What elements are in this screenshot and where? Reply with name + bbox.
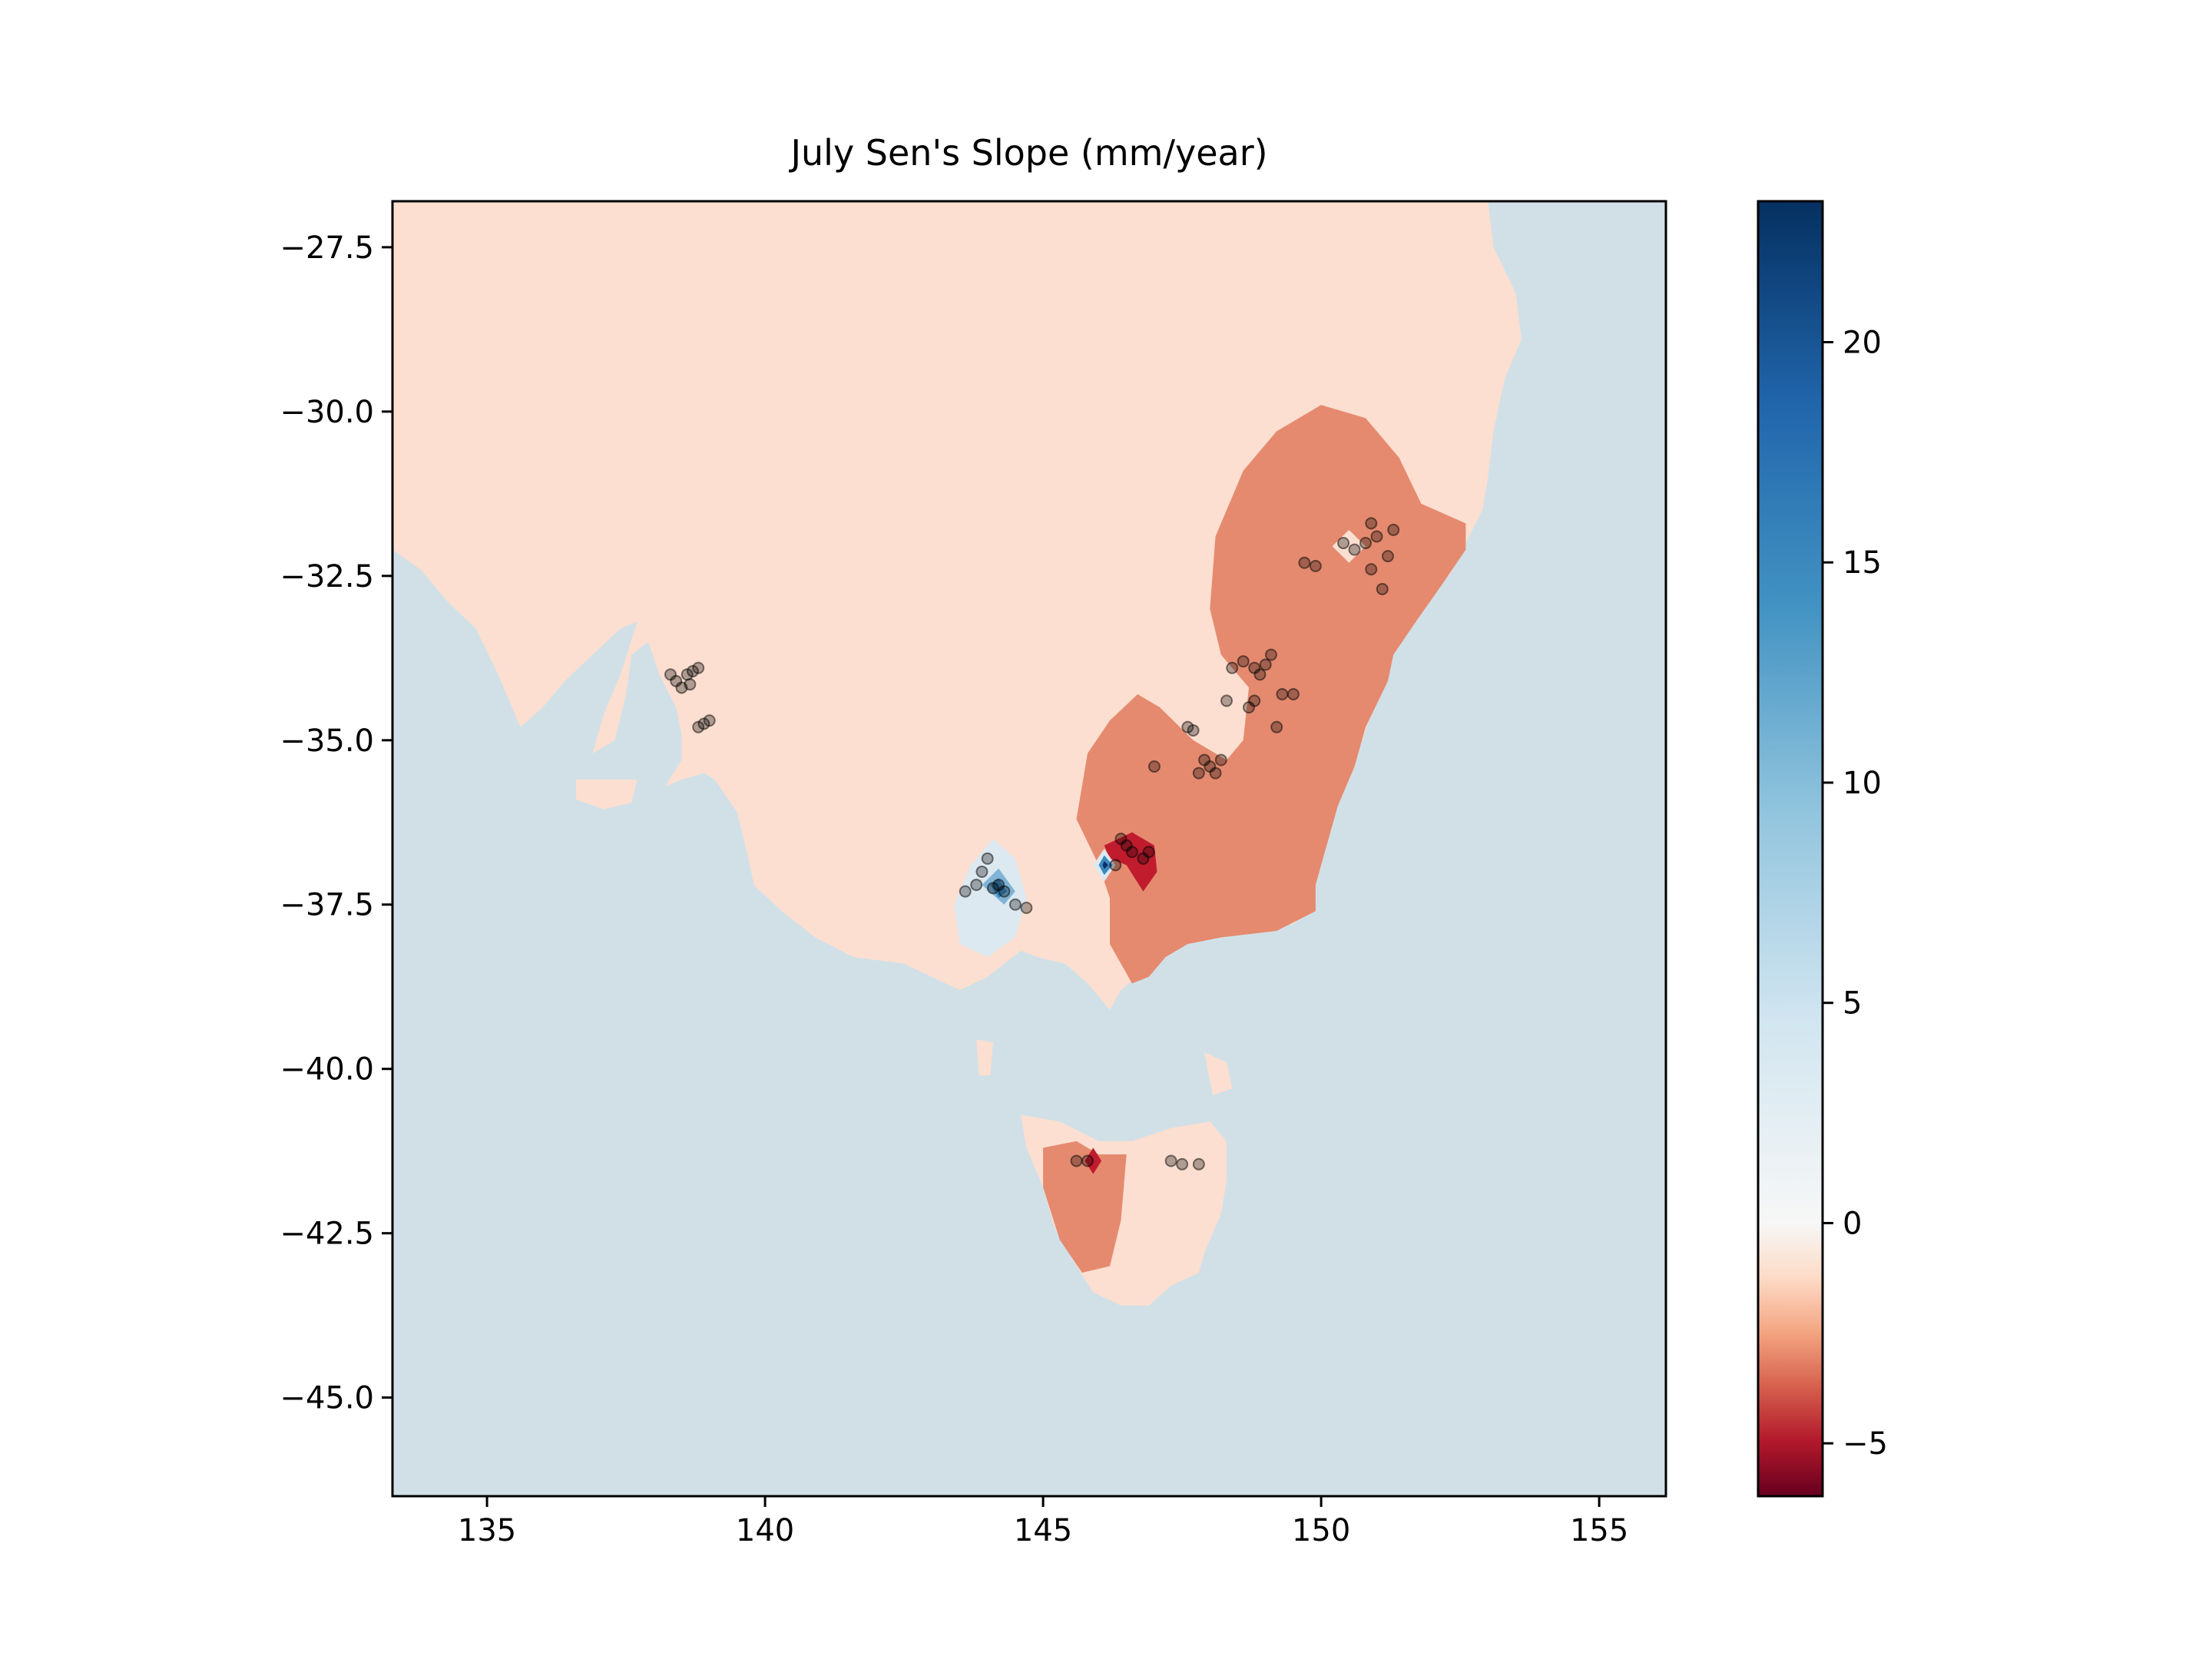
plot-frame — [391, 200, 1667, 1498]
y-tick-label: −30.0 — [280, 395, 374, 430]
station-marker — [684, 678, 697, 691]
station-marker — [1381, 550, 1394, 563]
station-marker — [975, 865, 988, 878]
station-marker — [1276, 687, 1289, 700]
station-marker — [1220, 694, 1233, 707]
station-marker — [1187, 724, 1200, 737]
station-marker — [1376, 582, 1389, 595]
station-marker — [1192, 1157, 1205, 1171]
x-tick-label: 155 — [1570, 1513, 1628, 1548]
station-marker — [1109, 859, 1122, 872]
station-marker — [1020, 902, 1033, 915]
station-marker — [1070, 1154, 1083, 1167]
colorbar: −5 0 5 10 15 20 — [1757, 200, 1888, 1498]
station-marker — [1147, 760, 1161, 773]
x-tick-label: 150 — [1292, 1513, 1350, 1548]
x-tick-label: 145 — [1014, 1513, 1072, 1548]
station-marker — [1081, 1154, 1094, 1167]
station-marker — [1142, 846, 1155, 859]
y-tick-label: −27.5 — [280, 230, 374, 266]
station-marker — [1365, 517, 1378, 530]
station-marker — [1337, 537, 1350, 550]
station-marker — [1365, 563, 1378, 576]
colorbar-tick-label: −5 — [1843, 1426, 1888, 1462]
y-tick-label: −40.0 — [280, 1052, 374, 1088]
colorbar-tick-label: 20 — [1843, 326, 1882, 361]
colorbar-tick-label: 10 — [1843, 766, 1882, 801]
station-marker — [1209, 767, 1222, 780]
station-marker — [1298, 556, 1311, 569]
station-marker — [959, 885, 972, 898]
x-tick-label: 140 — [736, 1513, 794, 1548]
station-marker — [1286, 687, 1300, 700]
station-marker — [1348, 543, 1361, 556]
chart-title: July Sen's Slope (mm/year) — [788, 132, 1267, 174]
station-marker — [1164, 1154, 1177, 1167]
station-marker — [1237, 655, 1250, 668]
station-marker — [692, 661, 705, 674]
map-plot-area — [392, 201, 1666, 1496]
y-axis: −27.5 −30.0 −32.5 −35.0 −37.5 −40.0 −42.5 −45.0 — [280, 230, 392, 1416]
y-tick-label: −45.0 — [280, 1381, 374, 1416]
station-marker — [1309, 559, 1322, 572]
station-marker — [1120, 839, 1133, 852]
station-markers — [664, 517, 1400, 1171]
station-marker — [1226, 661, 1239, 674]
station-marker — [1270, 720, 1283, 733]
station-marker — [992, 879, 1005, 892]
y-tick-label: −37.5 — [280, 888, 374, 923]
y-tick-label: −32.5 — [280, 559, 374, 594]
station-marker — [1253, 668, 1267, 681]
station-marker — [1359, 537, 1373, 550]
colorbar-axis: −5 0 5 10 15 20 — [1823, 326, 1888, 1462]
station-marker — [1264, 648, 1277, 661]
station-marker — [1214, 753, 1227, 767]
station-marker — [1248, 694, 1261, 707]
colorbar-frame — [1757, 200, 1824, 1498]
station-marker — [1387, 523, 1400, 536]
x-tick-label: 135 — [458, 1513, 516, 1548]
station-marker — [1008, 898, 1022, 911]
y-tick-label: −35.0 — [280, 724, 374, 759]
station-marker — [1370, 530, 1383, 543]
colorbar-tick-label: 15 — [1843, 545, 1882, 581]
colorbar-gradient — [1758, 201, 1823, 1496]
colorbar-tick-label: 0 — [1843, 1206, 1862, 1241]
station-marker — [1259, 658, 1272, 671]
station-marker — [1192, 767, 1205, 780]
station-marker — [981, 852, 994, 865]
station-marker — [703, 714, 716, 727]
station-marker — [1176, 1157, 1189, 1171]
y-tick-label: −42.5 — [280, 1217, 374, 1252]
colorbar-tick-label: 5 — [1843, 986, 1862, 1022]
x-axis: 135 140 145 150 155 — [458, 1496, 1628, 1548]
station-marker — [970, 879, 983, 892]
